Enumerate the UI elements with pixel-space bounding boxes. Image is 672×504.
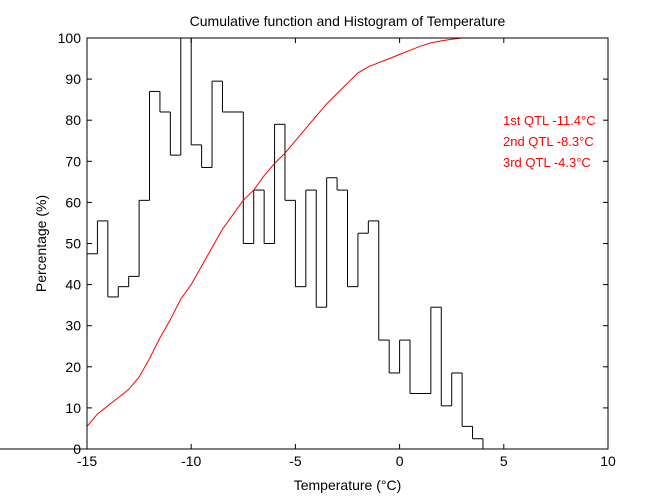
y-tick-label: 0	[73, 441, 81, 457]
y-tick-label: 60	[65, 194, 81, 210]
quantile-annotation: 3rd QTL -4.3°C	[503, 155, 591, 170]
quantile-annotation: 1st QTL -11.4°C	[503, 113, 596, 128]
chart-title: Cumulative function and Histogram of Tem…	[190, 13, 506, 29]
x-tick-label: 10	[600, 453, 616, 469]
y-tick-label: 70	[65, 153, 81, 169]
y-tick-label: 20	[65, 359, 81, 375]
plot-frame	[86, 37, 609, 450]
y-axis-label: Percentage (%)	[33, 195, 49, 292]
y-tick-label: 90	[65, 71, 81, 87]
x-tick-label: 0	[396, 453, 404, 469]
y-tick-label: 40	[65, 277, 81, 293]
x-tick-label: -5	[289, 453, 302, 469]
quantile-annotation: 2nd QTL -8.3°C	[503, 134, 594, 149]
x-axis-label: Temperature (°C)	[294, 477, 402, 493]
x-tick-label: -10	[181, 453, 201, 469]
x-tick-label: 5	[500, 453, 508, 469]
y-tick-label: 50	[65, 236, 81, 252]
y-tick-label: 100	[58, 30, 82, 46]
y-tick-label: 30	[65, 318, 81, 334]
x-tick-label: -15	[77, 453, 97, 469]
cumulative-line	[86, 37, 473, 427]
y-tick-label: 10	[65, 400, 81, 416]
y-tick-label: 80	[65, 112, 81, 128]
